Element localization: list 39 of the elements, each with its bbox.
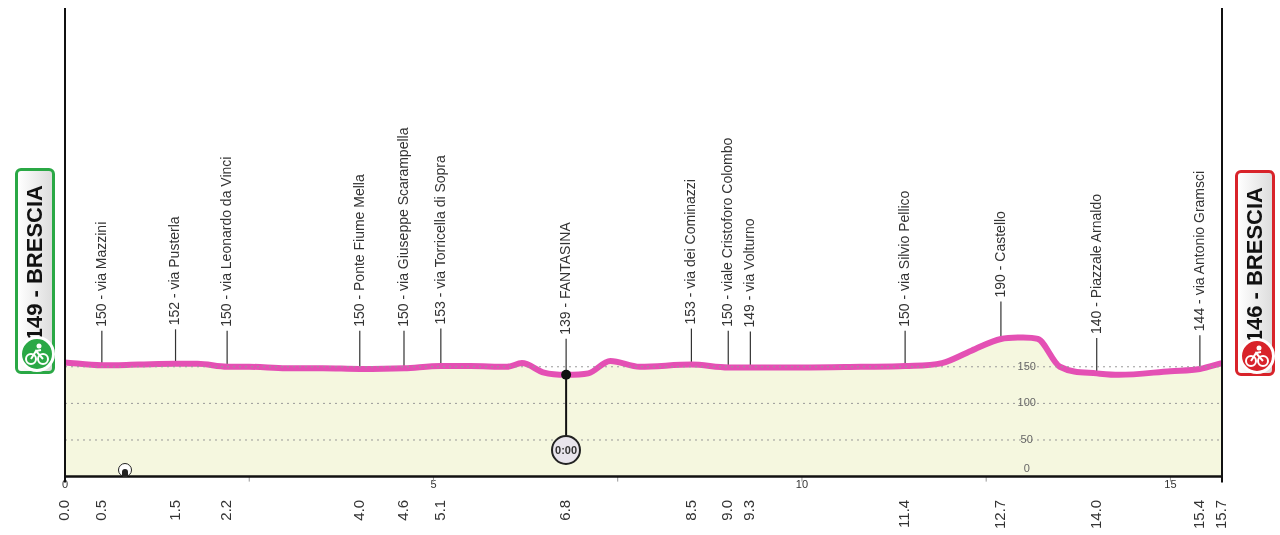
annotation: 149 - BRESCIA: [22, 185, 48, 341]
annotation: 146 - BRESCIA: [1242, 187, 1268, 343]
y-tick-label: 100: [1017, 396, 1036, 409]
annotation: 150 - viale Cristoforo Colombo: [719, 137, 736, 327]
x-tick-label: 15: [1164, 478, 1177, 491]
x2-tick-label: 15.4: [1190, 499, 1208, 530]
x-tick-label: 10: [795, 478, 809, 491]
x2-tick-label: 8.5: [681, 499, 699, 521]
annotation: 153 - via Torricella di Sopra: [431, 154, 448, 325]
x2-tick-label: 9.3: [740, 499, 758, 521]
annotation: 150 - Ponte Fiume Mella: [350, 174, 367, 327]
annotation: 190 - Castello: [991, 210, 1008, 298]
x2-tick-label: 5.1: [430, 499, 448, 521]
x2-tick-label: 11.4: [895, 499, 913, 528]
x2-tick-label: 6.8: [556, 499, 574, 521]
x2-tick-label: 4.0: [349, 499, 367, 521]
x2-tick-label: 12.7: [991, 499, 1009, 530]
annotation: 150 - via Silvio Pellico: [895, 190, 912, 327]
x2-tick-label: 14.0: [1086, 499, 1104, 530]
x-tick-label: 5: [430, 478, 437, 491]
annotation: 152 - via Pusterla: [166, 216, 183, 326]
x2-tick-label: 2.2: [217, 499, 235, 521]
y-tick-label: 150: [1017, 359, 1036, 372]
annotation: 153 - via dei Cominazzi: [682, 179, 699, 325]
annotation: 150 - via Giuseppe Scarampella: [394, 127, 411, 327]
y-tick-label: 50: [1020, 433, 1033, 446]
annotation: 150 - via Mazzini: [92, 221, 109, 327]
x2-tick-label: 15.7: [1212, 499, 1230, 530]
x2-tick-label: 1.5: [165, 499, 183, 521]
y-tick-label: 0: [1023, 461, 1030, 474]
x2-tick-label: 9.0: [718, 499, 736, 521]
x2-tick-label: 0.0: [55, 499, 73, 521]
x2-tick-label: 4.6: [394, 499, 412, 521]
x2-tick-label: 0.5: [91, 499, 109, 521]
annotation: 144 - via Antonio Gramsci: [1190, 170, 1207, 332]
annotation: 150 - via Leonardo da Vinci: [217, 156, 234, 327]
annotation: 139 - FANTASINA: [556, 221, 573, 335]
annotation: 149 - via Volturno: [741, 218, 758, 328]
annotation: 140 - Piazzale Arnaldo: [1087, 193, 1104, 335]
